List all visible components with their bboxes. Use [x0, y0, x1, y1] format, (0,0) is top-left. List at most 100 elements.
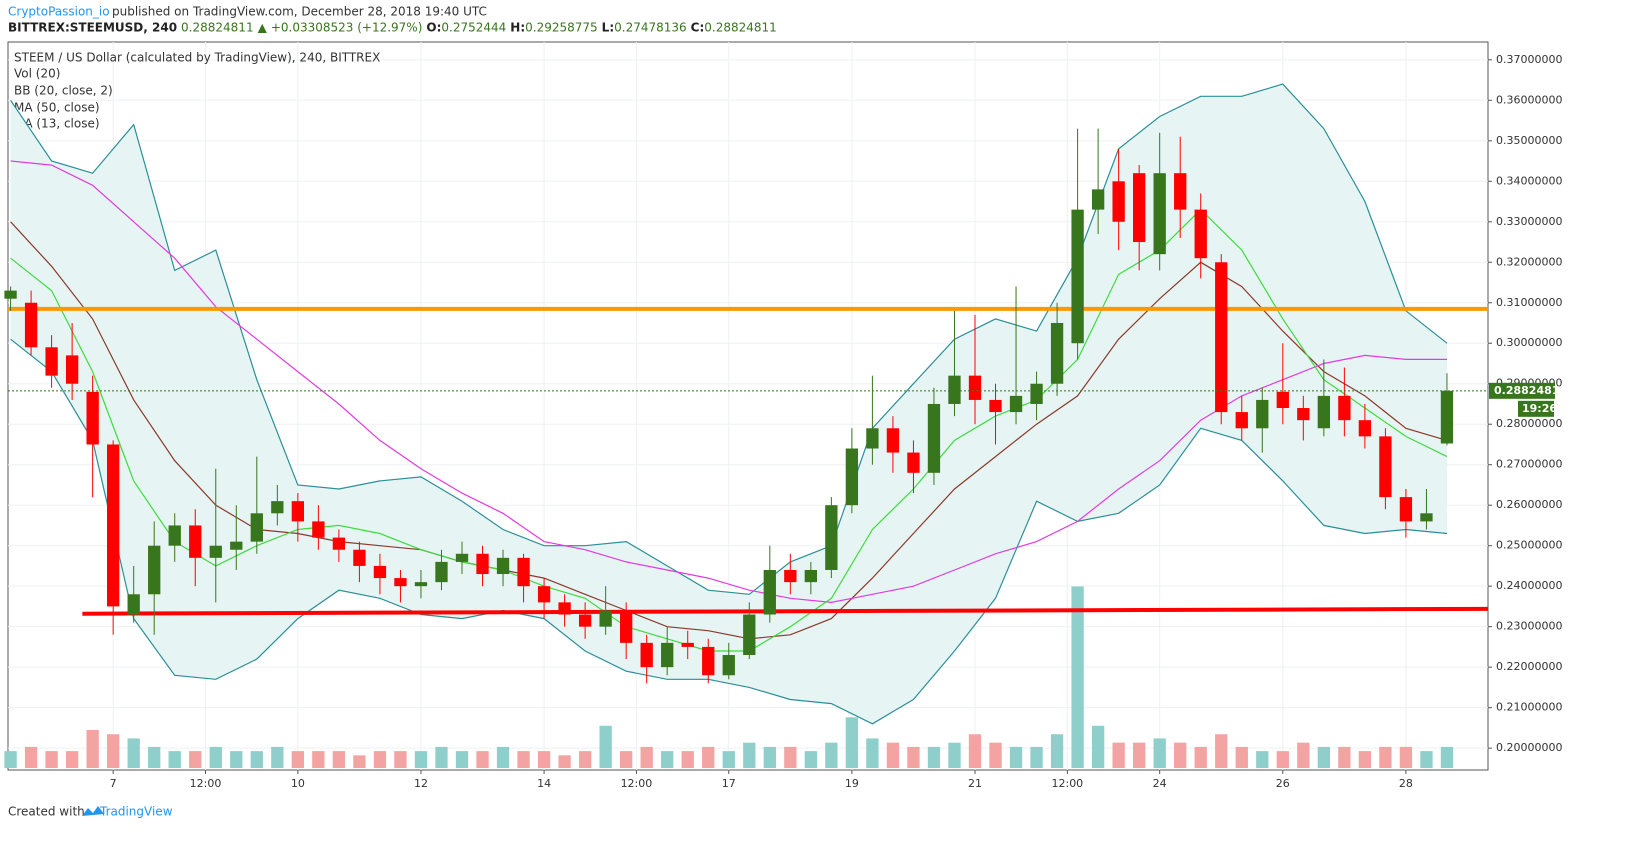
- volume-bar: [968, 734, 982, 768]
- volume-bar: [620, 751, 633, 768]
- volume-bar: [496, 746, 510, 768]
- candle-body: [681, 642, 694, 647]
- y-tick-label: 0.20000000: [1496, 741, 1562, 754]
- candle-body: [886, 428, 900, 453]
- candle-body: [373, 565, 387, 579]
- candle-body: [414, 582, 428, 587]
- header-field: 0.2752444: [441, 21, 506, 35]
- header-field: L:: [602, 21, 614, 35]
- candle-body: [1009, 395, 1023, 413]
- volume-bar: [414, 751, 428, 768]
- candle-body: [1440, 390, 1454, 444]
- volume-bar: [1215, 734, 1228, 768]
- volume-bar: [1133, 742, 1146, 768]
- candle-body: [804, 569, 817, 583]
- x-tick-label: 24: [1153, 777, 1167, 790]
- x-tick-label: 10: [291, 777, 305, 790]
- candle-body: [1379, 436, 1392, 498]
- y-tick-label: 0.24000000: [1496, 579, 1562, 592]
- y-tick-label: 0.27000000: [1496, 458, 1562, 471]
- volume-bar: [1317, 746, 1330, 768]
- ohlc-line: BITTREX:STEEMUSD, 240 0.28824811 ▲ +0.03308…: [8, 21, 777, 35]
- volume-bar: [1338, 746, 1351, 768]
- y-tick-label: 0.25000000: [1496, 539, 1562, 552]
- volume-bar: [1297, 742, 1310, 768]
- published: published on TradingView.com, December 2…: [112, 5, 487, 19]
- candle-body: [845, 448, 859, 506]
- author[interactable]: CryptoPassion_io: [8, 5, 110, 19]
- candle-body: [4, 290, 17, 299]
- countdown: 19:26: [1522, 402, 1557, 415]
- volume-bar: [599, 725, 612, 768]
- candle-body: [1174, 173, 1187, 210]
- candle-body: [1050, 322, 1064, 384]
- candle-body: [353, 549, 366, 566]
- footer-brand[interactable]: TradingView: [99, 805, 173, 819]
- header-field: O:: [426, 21, 441, 35]
- countdown-box: [1518, 400, 1554, 417]
- volume-bar: [866, 738, 879, 768]
- volume-bar: [1420, 751, 1433, 768]
- volume-bar: [1256, 751, 1269, 768]
- volume-bar: [435, 746, 448, 768]
- legend-bb: BB (20, close, 2): [14, 84, 113, 98]
- volume-bar: [86, 730, 99, 768]
- candle-body: [168, 525, 181, 546]
- y-tick-label: 0.34000000: [1496, 174, 1562, 187]
- header-field: BITTREX:STEEMUSD, 240: [8, 21, 177, 35]
- candle-body: [230, 541, 243, 550]
- header-field: 0.28824811: [704, 21, 777, 35]
- volume-bar: [845, 717, 859, 768]
- candle-body: [907, 452, 920, 473]
- footer-created: Created with: [8, 805, 85, 819]
- y-tick-label: 0.30000000: [1496, 336, 1562, 349]
- volume-bar: [1091, 725, 1105, 768]
- logo: [82, 806, 104, 816]
- candle-body: [312, 521, 325, 538]
- candle-body: [968, 375, 982, 400]
- candle-body: [763, 569, 776, 615]
- candle-body: [537, 586, 551, 603]
- volume-bar: [640, 746, 653, 768]
- volume-bar: [558, 755, 571, 768]
- x-tick-label: 12:00: [621, 777, 653, 790]
- volume-bar: [332, 751, 346, 768]
- volume-bar: [927, 746, 941, 768]
- y-tick-label: 0.37000000: [1496, 53, 1562, 66]
- candle-body: [1358, 420, 1372, 437]
- x-tick-label: 26: [1276, 777, 1290, 790]
- candle-body: [65, 355, 79, 384]
- candle-body: [1153, 173, 1166, 255]
- volume-bar: [804, 751, 817, 768]
- candle-body: [620, 610, 633, 643]
- volume-bar: [1440, 746, 1454, 768]
- volume-bar: [681, 751, 694, 768]
- y-tick-label: 0.21000000: [1496, 701, 1562, 714]
- y-tick-label: 0.32000000: [1496, 255, 1562, 268]
- candle-body: [927, 403, 941, 473]
- volume-bar: [4, 751, 17, 768]
- volume-bar: [312, 751, 325, 768]
- candle-body: [107, 444, 120, 607]
- volume-bar: [1358, 751, 1372, 768]
- candle-body: [250, 513, 263, 542]
- candle-body: [476, 553, 489, 575]
- header-field: ▲: [258, 21, 268, 35]
- candle-body: [1317, 395, 1330, 429]
- candle-body: [1276, 391, 1289, 409]
- candle-body: [1399, 497, 1413, 522]
- candle-body: [1071, 209, 1084, 344]
- candle-body: [599, 610, 612, 627]
- volume-bar: [250, 751, 263, 768]
- header-field: 0.27478136: [614, 21, 687, 35]
- candle-body: [496, 557, 510, 575]
- moving-average: [10, 160, 1447, 604]
- candle-body: [291, 501, 304, 522]
- y-tick-label: 0.36000000: [1496, 93, 1562, 106]
- volume-bar: [1153, 738, 1166, 768]
- header-field: H:: [510, 21, 525, 35]
- candle-body: [45, 347, 58, 376]
- volume-bar: [271, 746, 284, 768]
- header-field: C:: [691, 21, 705, 35]
- volume-bar: [127, 738, 140, 768]
